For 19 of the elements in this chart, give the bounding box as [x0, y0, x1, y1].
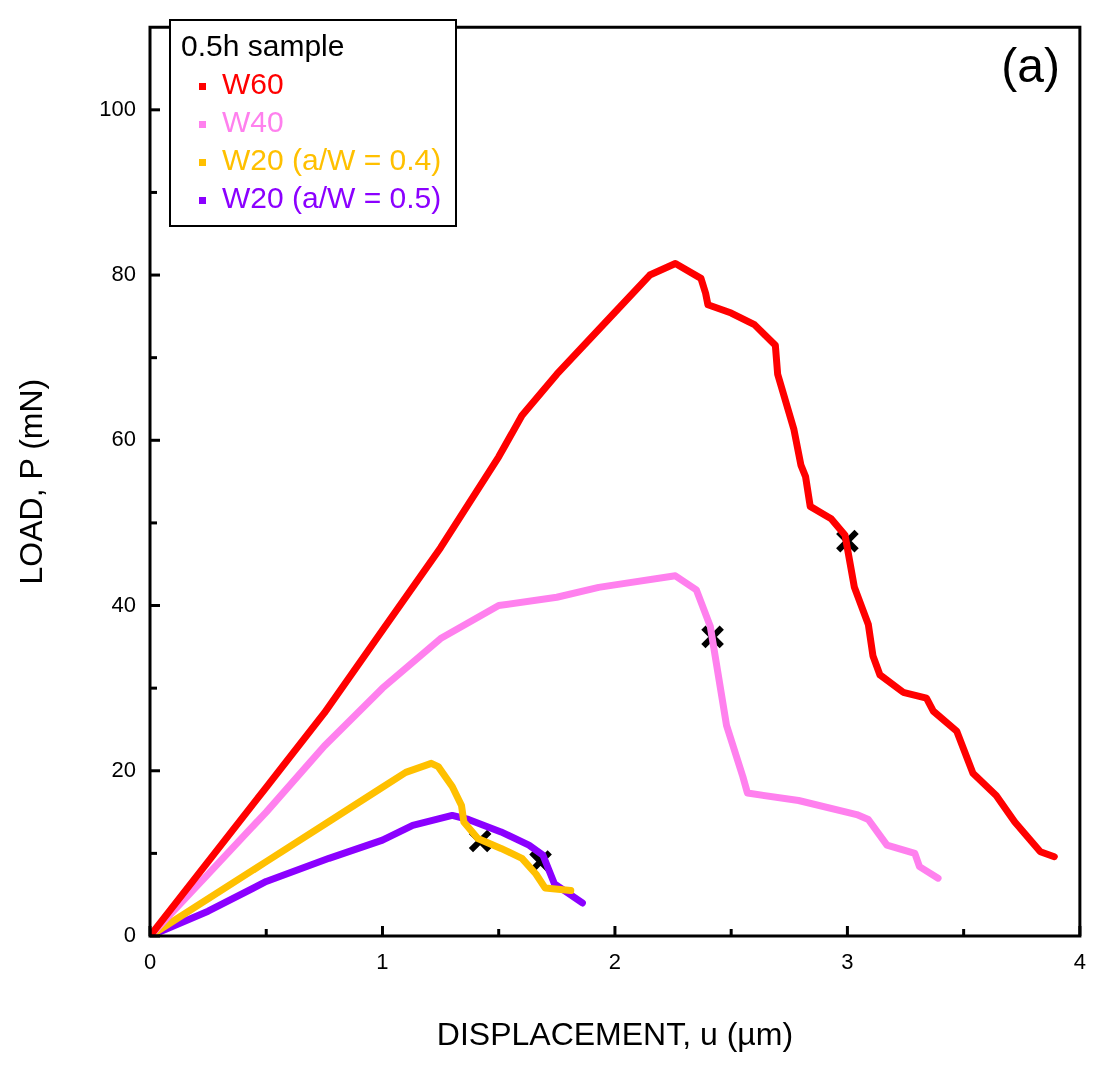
y-tick-label: 0 [123, 922, 136, 948]
x-tick-label: 4 [1073, 949, 1087, 975]
y-tick-label: 40 [111, 591, 136, 617]
x-tick-label: 3 [841, 949, 854, 975]
x-axis-title: DISPLACEMENT, u (µm) [436, 1015, 794, 1052]
legend-title: 0.5h sample [181, 28, 346, 64]
x-tick-label: 2 [608, 949, 622, 975]
y-tick-label: 80 [111, 261, 136, 287]
legend-label: W20 (a/W = 0.4) [222, 143, 442, 176]
legend-label: W20 (a/W = 0.5) [222, 181, 442, 214]
x-tick-label: 1 [376, 949, 389, 975]
y-tick-label: 20 [111, 756, 136, 782]
x-tick-label: 0 [143, 949, 157, 975]
legend-label: W60 [222, 67, 284, 100]
y-tick-label: 60 [111, 426, 136, 452]
y-tick-label: 100 [99, 95, 136, 121]
legend-label: W40 [222, 105, 284, 138]
annotation: (a) [1001, 39, 1060, 93]
y-axis-title: LOAD, P (mN) [13, 378, 50, 585]
